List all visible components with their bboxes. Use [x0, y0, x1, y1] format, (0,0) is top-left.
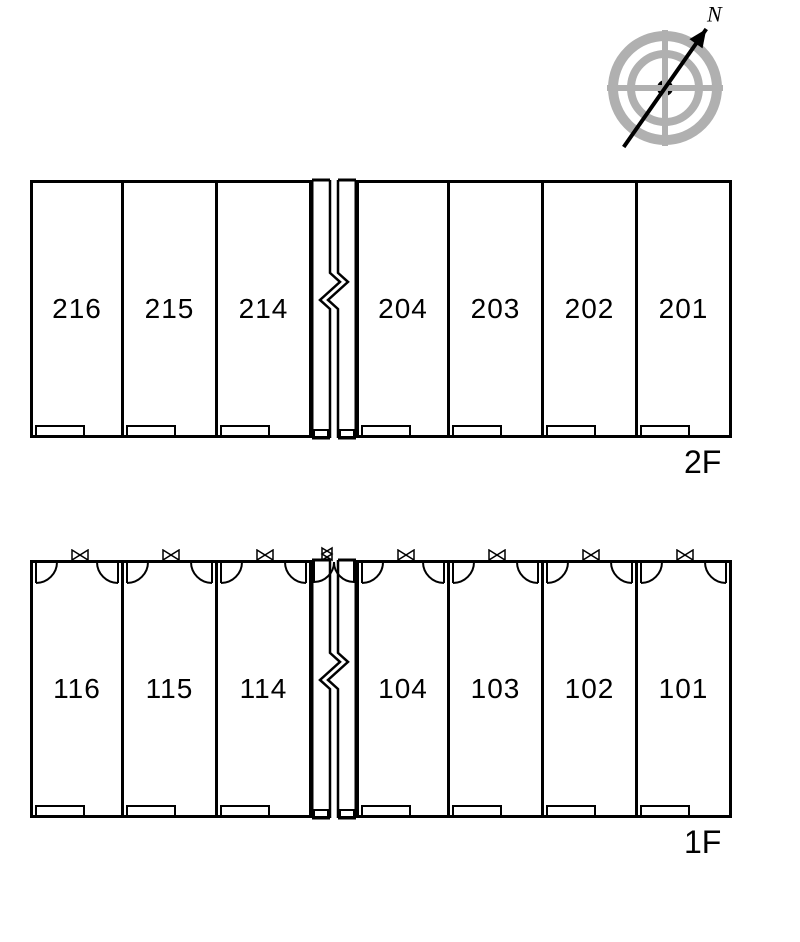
door-swing — [126, 561, 154, 585]
unit-label: 103 — [471, 673, 521, 705]
unit-label: 202 — [565, 293, 615, 325]
unit-203: 203 — [450, 180, 544, 438]
unit-label: 101 — [659, 673, 709, 705]
door-swing — [279, 561, 307, 585]
door-swing — [511, 561, 539, 585]
unit-214: 214 — [218, 180, 312, 438]
unit-201: 201 — [638, 180, 732, 438]
unit-label: 115 — [146, 673, 194, 705]
units-row: 116 115 114 — [30, 560, 732, 818]
window-mark — [361, 805, 411, 815]
unit-204: 204 — [356, 180, 450, 438]
window-mark — [35, 425, 85, 435]
door-swing — [605, 561, 633, 585]
door-swing — [452, 561, 480, 585]
door-swing — [35, 561, 63, 585]
vent-mark — [70, 549, 90, 561]
window-mark — [361, 425, 411, 435]
floor-label: 1F — [684, 824, 732, 861]
floor-plan-diagram: N 216 215 214 204 203 202 201 2F 116 115 — [0, 0, 800, 942]
door-swing — [417, 561, 445, 585]
window-mark — [546, 805, 596, 815]
unit-101: 101 — [638, 560, 732, 818]
floor-1F: 116 115 114 — [30, 560, 732, 818]
floor-2F: 216215214 2042032022012F — [30, 180, 732, 438]
unit-label: 104 — [378, 673, 428, 705]
door-swing — [361, 561, 389, 585]
door-swing — [546, 561, 574, 585]
vent-mark — [396, 549, 416, 561]
unit-114: 114 — [218, 560, 312, 818]
floor-label: 2F — [684, 444, 732, 481]
unit-label: 201 — [659, 293, 709, 325]
unit-label: 102 — [565, 673, 615, 705]
vent-mark — [487, 549, 507, 561]
door-swing — [640, 561, 668, 585]
unit-label: 114 — [240, 673, 288, 705]
units-row: 216 215 214 204 203 202 201 — [30, 180, 732, 438]
vent-mark — [675, 549, 695, 561]
unit-label: 214 — [239, 293, 289, 325]
unit-label: 116 — [53, 673, 101, 705]
unit-116: 116 — [30, 560, 124, 818]
unit-label: 215 — [145, 293, 195, 325]
section-break — [312, 180, 356, 438]
unit-label: 216 — [52, 293, 102, 325]
compass-north-label: N — [706, 2, 723, 27]
window-mark — [640, 805, 690, 815]
window-mark — [126, 425, 176, 435]
door-swing — [91, 561, 119, 585]
unit-label: 204 — [378, 293, 428, 325]
vent-mark — [581, 549, 601, 561]
unit-202: 202 — [544, 180, 638, 438]
door-swing — [699, 561, 727, 585]
unit-215: 215 — [124, 180, 218, 438]
window-mark — [452, 425, 502, 435]
door-swing — [220, 561, 248, 585]
window-mark — [640, 425, 690, 435]
window-mark — [35, 805, 85, 815]
vent-mark — [161, 549, 181, 561]
door-swing — [185, 561, 213, 585]
section-break — [312, 560, 356, 818]
window-mark — [546, 425, 596, 435]
vent-mark — [255, 549, 275, 561]
window-mark — [452, 805, 502, 815]
unit-103: 103 — [450, 560, 544, 818]
window-mark — [126, 805, 176, 815]
unit-102: 102 — [544, 560, 638, 818]
window-mark — [220, 805, 270, 815]
unit-104: 104 — [356, 560, 450, 818]
unit-label: 203 — [471, 293, 521, 325]
unit-216: 216 — [30, 180, 124, 438]
unit-115: 115 — [124, 560, 218, 818]
window-mark — [220, 425, 270, 435]
